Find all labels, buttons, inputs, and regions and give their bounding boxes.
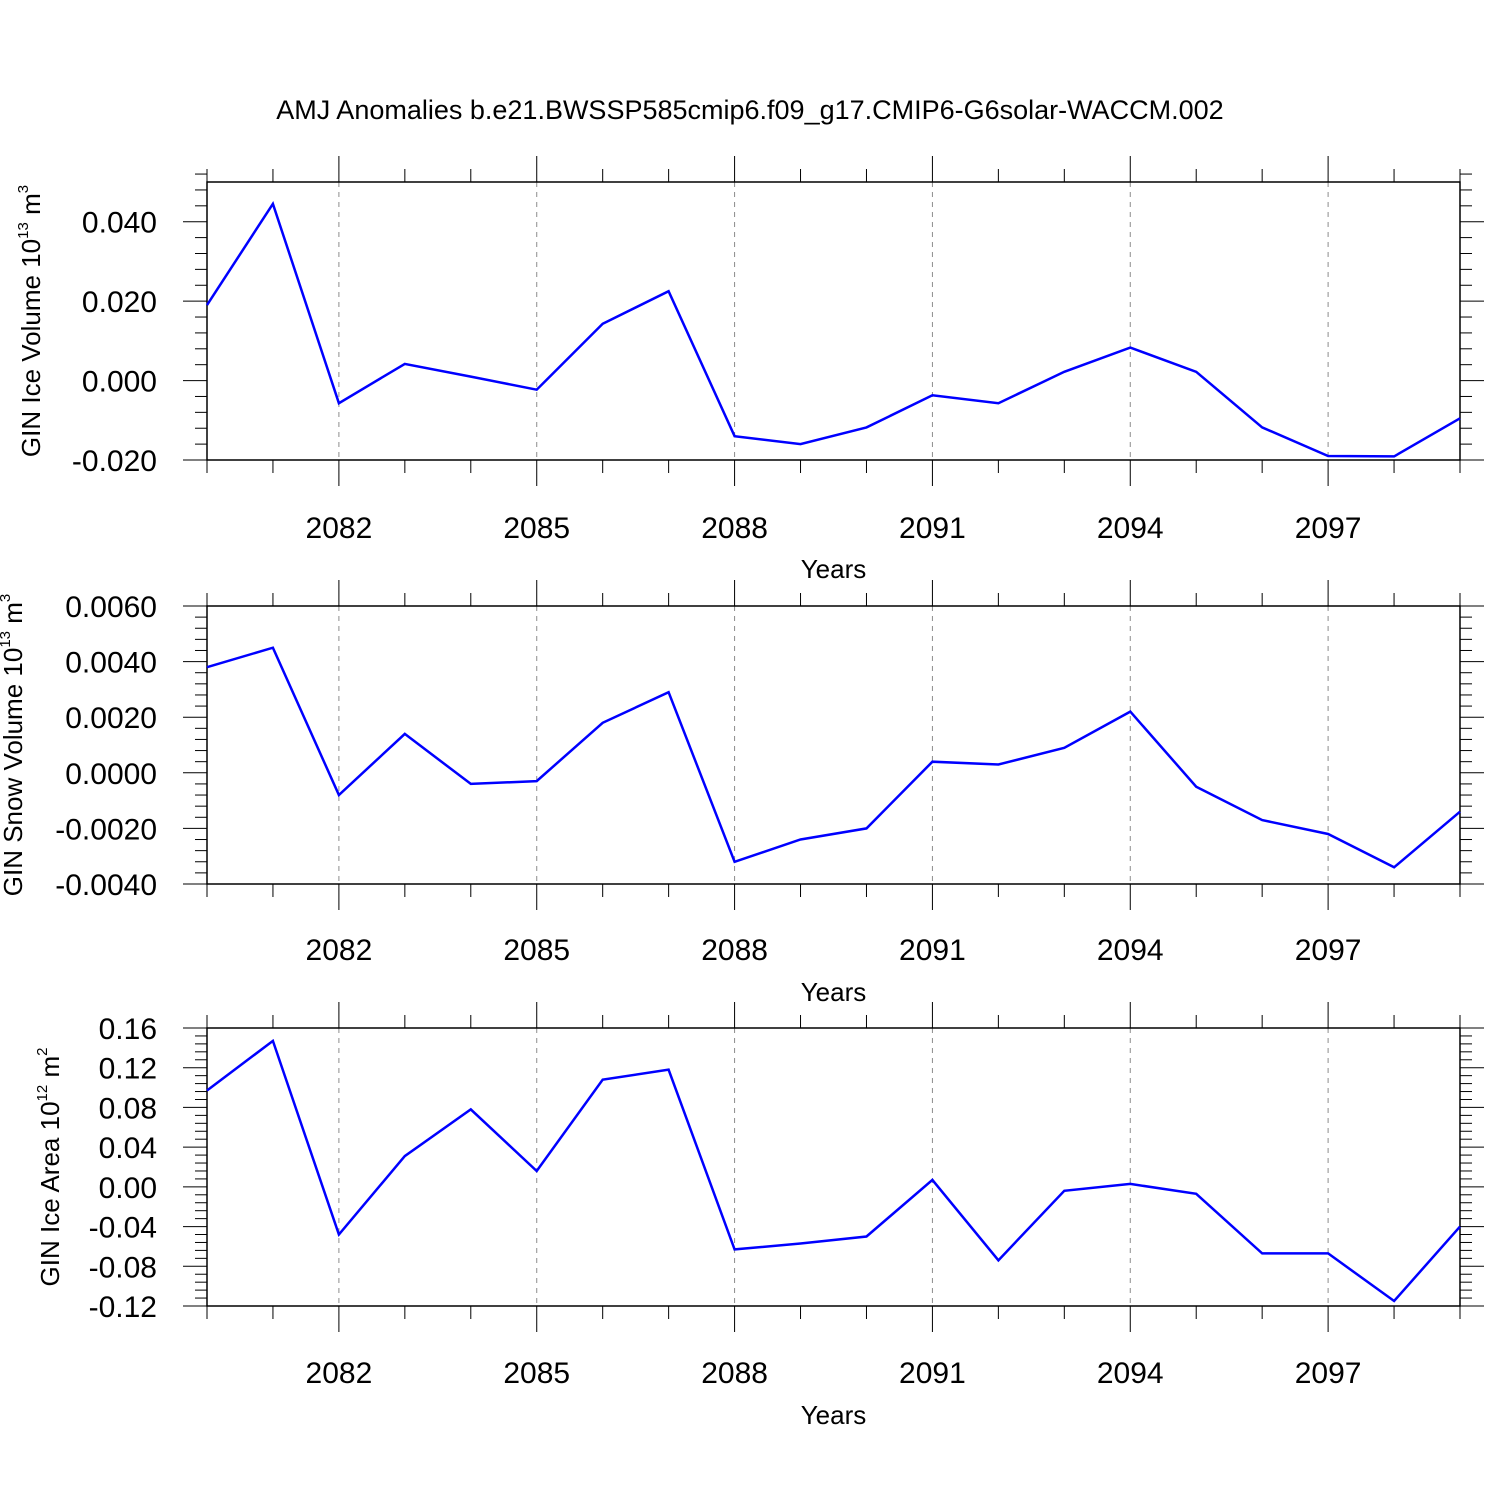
- y-tick-label: 0.040: [82, 207, 157, 240]
- series-line: [206, 1038, 1461, 1303]
- x-tick-label: 2094: [1097, 512, 1164, 545]
- x-tick-label: 2091: [899, 934, 966, 967]
- series-line: [205, 200, 1461, 458]
- y-axis-title-part: GIN Ice Volume 10: [16, 239, 46, 457]
- chart-panel-1: 2082 2085 2088 2091 2094 2097 -0.020 0.000 0.020…: [15, 156, 1484, 584]
- y-tick-label: -0.12: [89, 1291, 157, 1324]
- y-tick-label: 0.020: [82, 286, 157, 319]
- x-tick-label: 2082: [306, 1357, 373, 1390]
- x-axis-title: Years: [801, 977, 867, 1007]
- y-tick-label: 0.04: [99, 1132, 157, 1165]
- y-tick-label: 0.0020: [65, 702, 157, 735]
- y-tick-label: -0.0020: [55, 813, 157, 846]
- y-tick-label: 0.000: [82, 366, 157, 399]
- y-axis-title-part: GIN Ice Area 10: [35, 1101, 65, 1286]
- y-axis-title-superscript: 2: [34, 1048, 51, 1056]
- y-axis-title-superscript: 3: [0, 594, 14, 602]
- x-axis-title: Years: [801, 554, 867, 584]
- x-tick-label: 2094: [1097, 1357, 1164, 1390]
- chart-panel-2: 2082 2085 2088 2091 2094 2097 -0.0040 -0.0020 0.…: [0, 580, 1484, 1007]
- y-axis-title-superscript: 13: [15, 222, 32, 239]
- x-tick-label: 2088: [701, 512, 768, 545]
- y-axis-title-part: m: [16, 193, 46, 222]
- y-axis-title-superscript: 12: [34, 1085, 51, 1102]
- x-tick-label: 2085: [503, 1357, 570, 1390]
- x-axis-title: Years: [801, 1400, 867, 1430]
- y-axis-title-superscript: 3: [15, 185, 32, 193]
- y-tick-label: 0.00: [99, 1172, 157, 1205]
- plot-frame: [206, 605, 1461, 885]
- x-tick-label: 2085: [503, 934, 570, 967]
- x-tick-label: 2088: [701, 934, 768, 967]
- figure-title: AMJ Anomalies b.e21.BWSSP585cmip6.f09_g1…: [276, 95, 1223, 125]
- y-axis-title-part: m: [0, 602, 28, 631]
- panels: 2082 2085 2088 2091 2094 2097 -0.020 0.000 0.020…: [0, 156, 1484, 1430]
- y-axis-title-part: GIN Snow Volume 10: [0, 648, 28, 897]
- series-line: [206, 646, 1461, 869]
- plot-frame: [206, 181, 1461, 461]
- y-tick-label: 0.0000: [65, 758, 157, 791]
- x-tick-label: 2085: [503, 512, 570, 545]
- y-axis-title: GIN Snow Volume 1013 m3: [0, 594, 28, 897]
- chart-panel-3: 2082 2085 2088 2091 2094 2097 -0.12 -0.08 -0.04 0…: [34, 1002, 1484, 1430]
- y-tick-label: 0.0060: [65, 591, 157, 624]
- y-axis-title-superscript: 13: [0, 631, 14, 648]
- y-tick-label: 0.12: [99, 1053, 157, 1086]
- y-tick-label: 0.16: [99, 1013, 157, 1046]
- y-tick-label: -0.04: [89, 1212, 157, 1245]
- x-tick-label: 2091: [899, 1357, 966, 1390]
- y-axis-title: GIN Ice Area 1012 m2: [34, 1048, 65, 1287]
- x-tick-label: 2091: [899, 512, 966, 545]
- x-tick-label: 2097: [1295, 1357, 1362, 1390]
- x-tick-label: 2097: [1295, 934, 1362, 967]
- y-axis-title-part: m: [35, 1056, 65, 1085]
- plot-frame: [206, 1027, 1461, 1307]
- x-tick-label: 2088: [701, 1357, 768, 1390]
- x-tick-label: 2082: [306, 934, 373, 967]
- y-tick-label: 0.08: [99, 1092, 157, 1125]
- x-tick-label: 2094: [1097, 934, 1164, 967]
- y-tick-label: -0.08: [89, 1251, 157, 1284]
- y-tick-label: 0.0040: [65, 647, 157, 680]
- x-tick-label: 2082: [306, 512, 373, 545]
- y-tick-label: -0.020: [72, 445, 157, 478]
- x-tick-label: 2097: [1295, 512, 1362, 545]
- y-tick-label: -0.0040: [55, 869, 157, 902]
- y-axis-title: GIN Ice Volume 1013 m3: [15, 185, 46, 457]
